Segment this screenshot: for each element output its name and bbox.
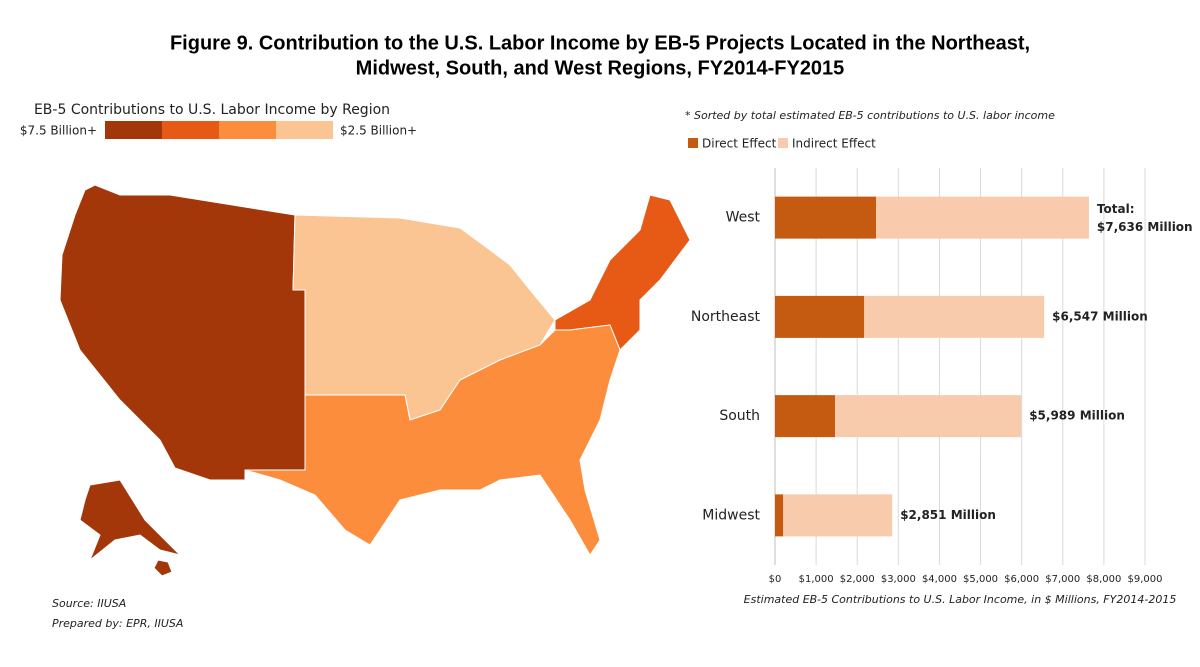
bar-segment [775,494,784,537]
x-tick-label: $1,000 [799,574,834,585]
x-tick-label: $3,000 [881,574,916,585]
x-tick-label: $9,000 [1128,574,1163,585]
total-label: $5,989 Million [1029,409,1125,423]
bar-segment [775,395,836,438]
map-legend [105,121,333,139]
bar-segment [783,494,893,537]
legend-swatch [105,121,162,139]
legend-swatch [276,121,333,139]
source: Source: IIUSA [52,597,126,610]
x-axis-label: Estimated EB-5 Contributions to U.S. Lab… [744,593,1177,606]
total-label: $6,547 Million [1052,309,1148,323]
legend-swatch [778,138,788,148]
x-tick-label: $5,000 [963,574,998,585]
y-tick-label: South [719,408,760,424]
x-tick-label: $2,000 [840,574,875,585]
x-tick-label: $7,000 [1045,574,1080,585]
x-tick-label: $0 [769,574,782,585]
bar-chart: Direct Effect Indirect Effect $0 $1,000 $2,0… [688,137,1193,606]
bar-segment [775,295,865,338]
title: Figure 9. Contribution to the U.S. Labor… [170,32,1030,54]
note: * Sorted by total estimated EB-5 contrib… [685,109,1055,122]
y-tick-label: Northeast [691,309,761,325]
map [59,184,691,577]
legend-label: Indirect Effect [792,137,876,151]
bar-segment [835,395,1022,438]
region-hawaii [153,559,173,577]
map-legend-low: $2.5 Billion+ [340,124,417,138]
total-label: $7,636 Million [1097,220,1193,234]
title: Midwest, South, and West Regions, FY2014… [356,57,845,79]
x-tick-label: $4,000 [922,574,957,585]
y-tick-label: West [726,210,761,226]
legend-swatch [162,121,219,139]
map-legend-title: EB-5 Contributions to U.S. Labor Income … [34,102,390,118]
bar-segment [864,295,1045,338]
region-west [59,184,306,481]
region-alaska [79,479,182,562]
total-prefix: Total: [1097,202,1135,216]
legend-swatch [219,121,276,139]
y-tick-label: Midwest [702,507,760,523]
prepared-by: Prepared by: EPR, IIUSA [52,617,183,630]
map-legend-high: $7.5 Billion+ [20,124,97,138]
x-tick-label: $6,000 [1004,574,1039,585]
bar-segment [775,196,877,239]
legend-swatch [688,138,698,148]
x-tick-label: $8,000 [1086,574,1121,585]
region-northeast [554,194,691,351]
total-label: $2,851 Million [900,508,996,522]
bar-segment [876,196,1089,239]
region-south [244,324,621,556]
legend-label: Direct Effect [702,137,777,151]
